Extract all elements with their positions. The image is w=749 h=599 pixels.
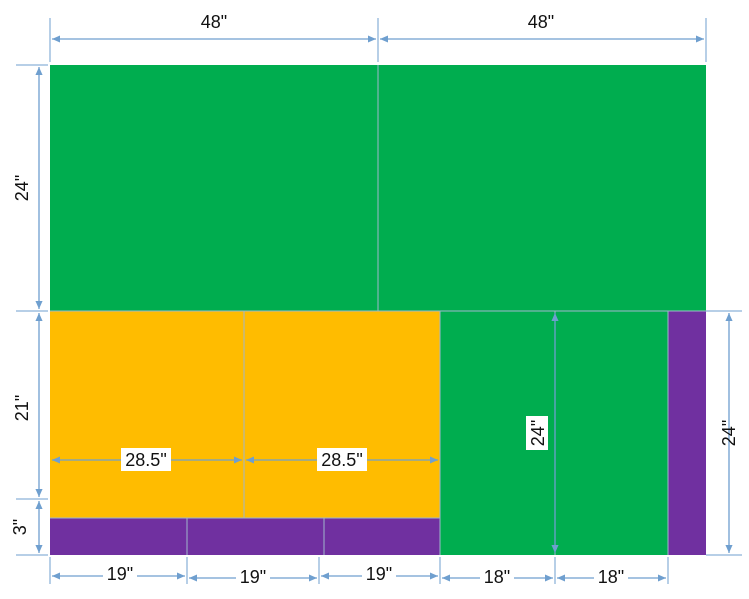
dimension-label-bottom-1: 19" xyxy=(107,564,133,584)
dimension-green-inner-height: 24" xyxy=(526,313,559,553)
dimension-label-right-height: 24" xyxy=(719,420,739,446)
dimension-label-orange-right: 28.5" xyxy=(321,450,362,470)
dimension-label-orange-left: 28.5" xyxy=(125,450,166,470)
dimension-bottom-3: 19" xyxy=(321,563,438,584)
dimension-left-strip-height: 3" xyxy=(10,501,43,553)
pieces-group xyxy=(50,65,706,555)
dimension-label-top-right: 48" xyxy=(528,12,554,32)
dimension-label-bottom-3: 19" xyxy=(366,564,392,584)
piece-top-left xyxy=(50,65,378,311)
piece-orange-right xyxy=(244,311,440,518)
dimension-bottom-2: 19" xyxy=(189,566,317,587)
dimension-label-green-inner: 24" xyxy=(528,420,548,446)
dimension-label-mid-height: 21" xyxy=(12,395,32,421)
dimension-left-mid-height: 21" xyxy=(12,313,43,497)
dimension-top-left: 48" xyxy=(52,12,376,43)
piece-purple-right-strip xyxy=(668,311,706,555)
dimension-label-top-height: 24" xyxy=(12,175,32,201)
dimension-label-bottom-2: 19" xyxy=(240,567,266,587)
piece-purple-strip-2 xyxy=(187,518,324,555)
dimension-label-strip-height: 3" xyxy=(10,519,30,535)
piece-green-right-middle xyxy=(555,311,668,555)
dimension-orange-right: 28.5" xyxy=(246,448,438,471)
piece-purple-strip-1 xyxy=(50,518,187,555)
extension-lines xyxy=(16,18,742,584)
dimension-right-height: 24" xyxy=(719,313,739,553)
dimension-orange-left: 28.5" xyxy=(52,448,242,471)
dimension-label-top-left: 48" xyxy=(201,12,227,32)
dimension-top-right: 48" xyxy=(380,12,704,43)
piece-orange-left xyxy=(50,311,244,518)
piece-purple-strip-3 xyxy=(324,518,440,555)
dimension-label-bottom-5: 18" xyxy=(598,567,624,587)
dimension-label-bottom-4: 18" xyxy=(484,567,510,587)
dimension-bottom-4: 18" xyxy=(442,566,553,587)
dimension-bottom-1: 19" xyxy=(52,563,185,584)
dimension-bottom-5: 18" xyxy=(557,566,666,587)
dimension-left-top-height: 24" xyxy=(12,67,43,309)
piece-top-right xyxy=(378,65,706,311)
